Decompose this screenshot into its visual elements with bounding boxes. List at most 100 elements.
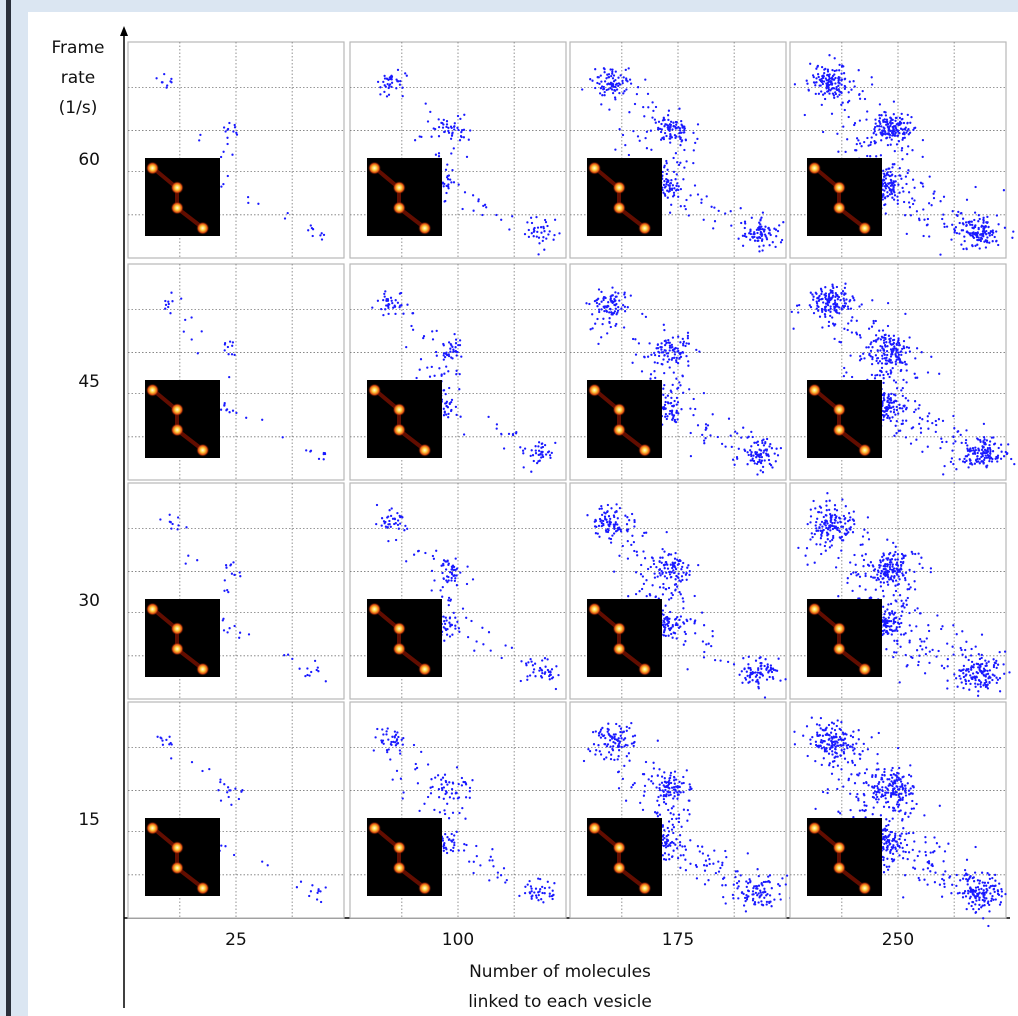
inset-spot — [612, 622, 626, 636]
panel — [127, 482, 345, 700]
inset-spot — [588, 383, 601, 397]
inset-spot — [418, 443, 432, 457]
inset-spot — [808, 602, 821, 616]
inset-trace — [151, 388, 205, 452]
inset-spot — [170, 201, 184, 215]
inset-spot — [196, 221, 210, 235]
inset-trace — [151, 826, 205, 890]
inset-spot — [146, 602, 159, 616]
panel — [789, 482, 1011, 700]
panel — [789, 263, 1016, 485]
inset-trace — [373, 607, 427, 671]
row-label: 15 — [78, 810, 100, 830]
panel — [789, 701, 1007, 928]
inset-spot — [418, 881, 432, 895]
panel — [127, 701, 345, 919]
panel — [569, 482, 787, 700]
inset-trace — [593, 388, 647, 452]
column-label: 100 — [442, 930, 474, 950]
inset-spot — [368, 821, 381, 835]
inset-trace — [593, 826, 647, 890]
panel — [349, 41, 567, 259]
inset-trace — [813, 607, 867, 671]
column-label: 175 — [662, 930, 694, 950]
inset-trace — [151, 166, 205, 230]
inset-spot — [808, 383, 821, 397]
inset-spot — [392, 622, 406, 636]
inset-spot — [832, 841, 846, 855]
inset-spot — [418, 221, 432, 235]
inset-trace — [813, 166, 867, 230]
column-label: 250 — [882, 930, 914, 950]
inset-spot — [808, 161, 821, 175]
inset-spot — [832, 861, 846, 875]
inset-spot — [638, 881, 652, 895]
inset-trace — [813, 388, 867, 452]
inset-trace — [813, 826, 867, 890]
row-label: 45 — [78, 372, 100, 392]
inset-spot — [170, 642, 184, 656]
inset-spot — [612, 423, 626, 437]
inset-spot — [392, 403, 406, 417]
column-label: 25 — [225, 930, 247, 950]
inset-spot — [612, 642, 626, 656]
inset-trace — [373, 826, 427, 890]
inset-spot — [588, 821, 601, 835]
inset-spot — [392, 181, 406, 195]
inset-spot — [638, 221, 652, 235]
inset-spot — [196, 662, 210, 676]
inset-trace — [373, 388, 427, 452]
inset-spot — [858, 881, 872, 895]
inset-spot — [832, 403, 846, 417]
inset-spot — [146, 161, 159, 175]
panel — [569, 263, 787, 481]
inset-spot — [638, 662, 652, 676]
inset-spot — [392, 841, 406, 855]
inset-spot — [170, 403, 184, 417]
inset-spot — [170, 841, 184, 855]
row-label: 30 — [78, 591, 100, 611]
inset-trace — [151, 607, 205, 671]
y-axis-arrow — [120, 26, 128, 36]
inset-spot — [588, 602, 601, 616]
inset-spot — [832, 622, 846, 636]
inset-spot — [638, 443, 652, 457]
row-label: 60 — [78, 150, 100, 170]
panel — [127, 41, 345, 259]
inset-spot — [368, 383, 381, 397]
panel — [569, 701, 792, 919]
y-axis-title: rate — [61, 68, 96, 88]
inset-spot — [832, 201, 846, 215]
inset-spot — [612, 861, 626, 875]
inset-trace — [593, 607, 647, 671]
panel — [349, 701, 567, 919]
scatter-points — [586, 503, 787, 699]
inset-spot — [392, 861, 406, 875]
inset-spot — [170, 423, 184, 437]
panel-grid — [127, 41, 1016, 928]
inset-spot — [612, 403, 626, 417]
inset-spot — [858, 221, 872, 235]
inset-spot — [146, 821, 159, 835]
inset-spot — [418, 662, 432, 676]
panel — [127, 263, 345, 481]
x-axis-title: Number of molecules — [469, 962, 651, 982]
scatter-points — [372, 727, 556, 904]
inset-trace — [593, 166, 647, 230]
labels: Frame rate (1/s) Number of molecules linked … — [52, 38, 915, 1012]
y-axis-title: Frame — [52, 38, 105, 58]
inset-spot — [832, 181, 846, 195]
inset-spot — [808, 821, 821, 835]
inset-spot — [368, 161, 381, 175]
inset-spot — [612, 181, 626, 195]
inset-spot — [858, 443, 872, 457]
inset-spot — [392, 201, 406, 215]
inset-spot — [368, 602, 381, 616]
inset-spot — [170, 861, 184, 875]
y-axis-title: (1/s) — [59, 98, 98, 118]
panel — [569, 41, 787, 259]
left-border — [6, 0, 11, 1016]
inset-spot — [170, 622, 184, 636]
x-axis-title: linked to each vesicle — [468, 992, 652, 1012]
